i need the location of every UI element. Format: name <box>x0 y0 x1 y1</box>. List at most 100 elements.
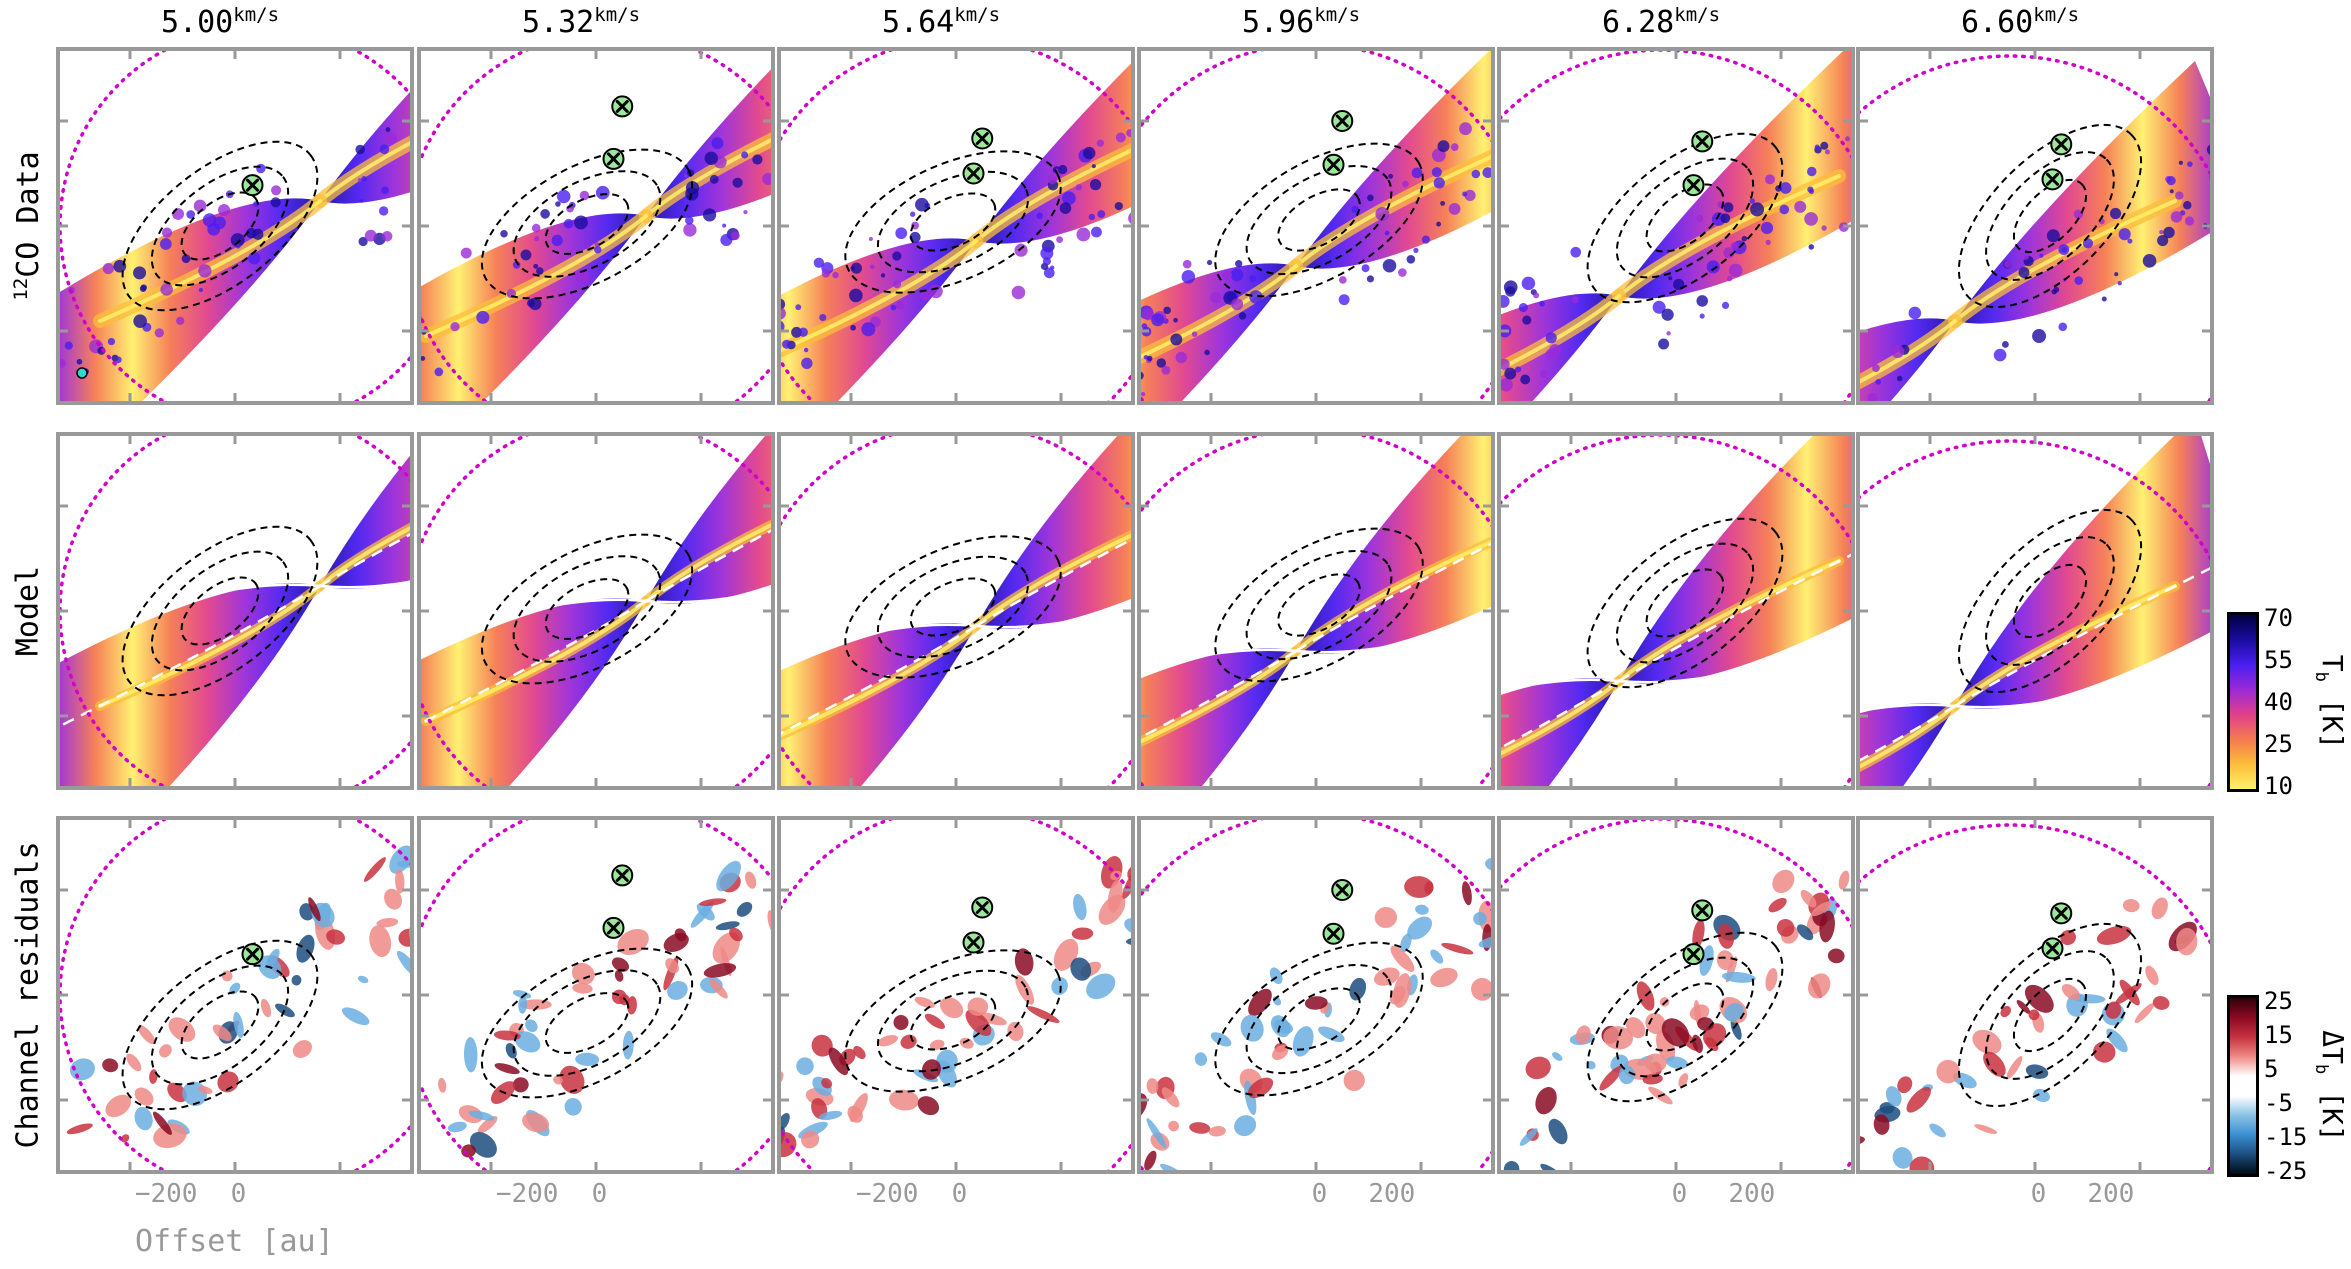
peak-ridge <box>1617 559 1841 683</box>
row-label: Channel residuals <box>11 841 46 1148</box>
noise-speckle <box>2187 161 2193 167</box>
negative-residual <box>1665 1056 1688 1070</box>
dashed-contour <box>1615 157 1755 279</box>
cross-marker <box>1322 153 1345 176</box>
noise-speckle <box>2142 254 2157 268</box>
positive-residual <box>1636 981 1655 1011</box>
noise-speckle <box>551 234 563 247</box>
noise-speckle <box>1222 270 1233 281</box>
colorbar-gradient <box>2227 995 2259 1177</box>
positive-residual <box>168 1017 196 1042</box>
noise-speckle <box>1161 365 1171 375</box>
panel-model-2 <box>777 432 1135 790</box>
dashed-contour <box>1277 987 1361 1051</box>
noise-speckle <box>271 185 282 196</box>
noise-speckle <box>573 215 588 230</box>
positive-residual <box>2152 996 2170 1010</box>
positive-residual <box>1208 1126 1226 1137</box>
dashed-contour <box>876 170 1030 274</box>
noise-speckle <box>1464 189 1476 201</box>
emission-lobe <box>976 63 1131 244</box>
noise-speckle <box>1482 167 1491 178</box>
noise-speckle <box>762 173 771 185</box>
noise-speckle <box>361 176 367 182</box>
negative-residual <box>1540 1163 1567 1170</box>
panel-data-5 <box>1856 47 2214 405</box>
positive-residual <box>959 1037 974 1049</box>
noise-speckle <box>1059 202 1072 214</box>
colorbar-tick: 70 <box>2264 604 2293 632</box>
colorbar-label-main: T <box>2315 654 2349 672</box>
noise-speckle <box>381 231 393 242</box>
positive-residual <box>821 1077 833 1089</box>
panel-data-4 <box>1497 47 1855 405</box>
positive-residual <box>849 1093 868 1122</box>
positive-residual <box>1247 1077 1274 1099</box>
cross-marker <box>1331 879 1354 901</box>
noise-speckle <box>1204 349 1210 356</box>
noise-speckle <box>781 320 785 333</box>
noise-speckle <box>533 263 539 269</box>
panel-data-0 <box>56 47 414 405</box>
colorbar-tick: -15 <box>2264 1123 2308 1151</box>
positive-residual <box>1424 881 1434 895</box>
noise-speckle <box>781 298 786 310</box>
model-isovelocity-dashed <box>1954 567 2210 708</box>
noise-speckle <box>1505 286 1516 297</box>
negative-residual <box>1400 933 1412 953</box>
noise-speckle <box>1231 298 1244 311</box>
noise-speckle <box>2058 322 2068 332</box>
negative-residual <box>2033 1088 2050 1103</box>
noise-speckle <box>685 216 694 225</box>
negative-residual <box>2025 1064 2049 1079</box>
colorbar-tick: -25 <box>2264 1157 2308 1185</box>
positive-residual <box>2000 1005 2011 1018</box>
noise-speckle <box>1570 246 1582 258</box>
noise-speckle <box>684 173 689 178</box>
positive-residual <box>665 958 679 974</box>
noise-speckle <box>1156 358 1167 368</box>
positive-residual <box>477 1116 498 1134</box>
noise-speckle <box>795 304 802 311</box>
positive-residual <box>1343 1069 1365 1092</box>
colorbar-label-sub: b <box>2311 671 2332 682</box>
noise-speckle <box>450 321 460 332</box>
panel-model-3 <box>1137 432 1495 790</box>
x-tick-label: −200 <box>855 1179 919 1209</box>
peak-ridge <box>1953 584 2177 708</box>
negative-residual <box>1269 967 1283 985</box>
noise-speckle <box>248 252 261 265</box>
positive-residual <box>699 898 727 907</box>
noise-speckle <box>1450 143 1459 151</box>
negative-residual <box>564 1097 582 1116</box>
panel-plot <box>1141 51 1491 401</box>
noise-speckle <box>1661 308 1674 321</box>
negative-residual <box>1929 1123 1946 1138</box>
noise-speckle <box>1367 194 1374 202</box>
noise-speckle <box>1448 203 1461 215</box>
positive-residual <box>326 929 346 945</box>
positive-residual <box>398 928 410 947</box>
negative-residual <box>233 1011 244 1039</box>
noise-speckle <box>919 289 932 302</box>
panel-model-0 <box>56 432 414 790</box>
noise-speckle <box>1388 173 1394 179</box>
panel-plot <box>1141 436 1491 786</box>
model-isovelocity-dashed <box>421 599 647 725</box>
positive-residual <box>900 1034 917 1049</box>
panel-plot <box>781 436 1131 786</box>
noise-speckle <box>1765 174 1775 185</box>
noise-speckle <box>594 242 600 247</box>
negative-residual <box>1478 935 1491 948</box>
positive-residual <box>712 932 740 964</box>
cross-marker <box>602 147 625 170</box>
noise-speckle <box>154 328 164 338</box>
peak-ridge <box>1953 199 2177 323</box>
noise-speckle <box>2002 341 2009 348</box>
noise-speckle <box>1170 333 1183 346</box>
noise-speckle <box>1723 202 1734 213</box>
negative-residual <box>1503 1161 1520 1170</box>
panel-plot <box>1860 436 2210 786</box>
dashed-contour <box>1985 151 2115 281</box>
noise-speckle <box>1361 264 1370 273</box>
